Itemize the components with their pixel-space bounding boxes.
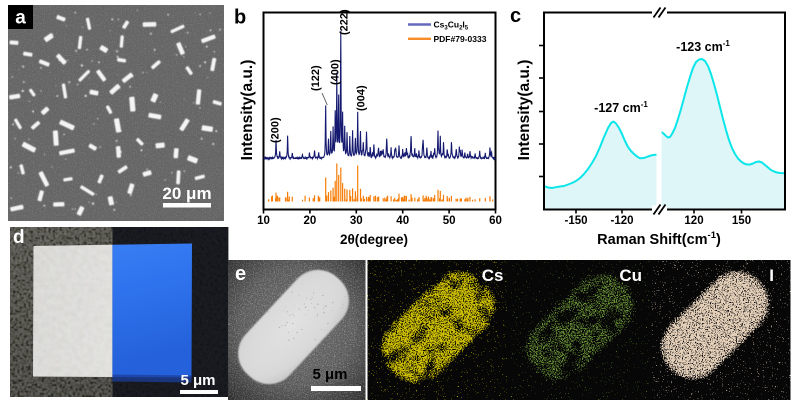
svg-text:Cu: Cu <box>619 266 642 285</box>
svg-text:30: 30 <box>350 215 363 227</box>
svg-text:120: 120 <box>684 215 703 227</box>
svg-text:10: 10 <box>257 215 270 227</box>
svg-text:Cs3Cu2I5: Cs3Cu2I5 <box>434 20 469 32</box>
svg-text:40: 40 <box>396 215 409 227</box>
svg-text:Intensity(a.u.): Intensity(a.u.) <box>516 60 533 161</box>
svg-text:Intensity(a.u.): Intensity(a.u.) <box>239 60 256 161</box>
svg-text:50: 50 <box>443 215 456 227</box>
svg-text:-123 cm-1: -123 cm-1 <box>676 39 730 54</box>
svg-text:60: 60 <box>489 215 502 227</box>
svg-text:5 μm: 5 μm <box>312 366 347 383</box>
svg-text:PDF#79-0333: PDF#79-0333 <box>434 34 487 44</box>
svg-text:(222): (222) <box>339 9 351 35</box>
svg-text:c: c <box>510 5 521 27</box>
svg-text:2θ(degree): 2θ(degree) <box>340 232 408 247</box>
svg-text:b: b <box>234 7 246 29</box>
svg-text:d: d <box>13 227 25 248</box>
svg-text:(200): (200) <box>270 117 282 143</box>
svg-text:a: a <box>15 8 26 29</box>
svg-text:-127 cm-1: -127 cm-1 <box>594 100 648 115</box>
svg-text:5 μm: 5 μm <box>180 372 215 389</box>
svg-text:-150: -150 <box>564 215 587 227</box>
svg-text:(400): (400) <box>330 59 342 85</box>
svg-text:(004): (004) <box>356 85 368 111</box>
svg-text:(122): (122) <box>310 65 322 91</box>
svg-text:Cs: Cs <box>482 266 504 285</box>
svg-text:-120: -120 <box>610 215 633 227</box>
svg-text:I: I <box>769 266 774 285</box>
svg-text:20 μm: 20 μm <box>162 184 211 203</box>
svg-text:e: e <box>235 263 246 285</box>
svg-text:150: 150 <box>732 215 751 227</box>
svg-text:20: 20 <box>304 215 317 227</box>
svg-text:Raman Shift(cm-1): Raman Shift(cm-1) <box>597 230 721 248</box>
